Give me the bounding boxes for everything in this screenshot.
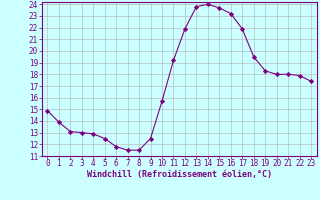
X-axis label: Windchill (Refroidissement éolien,°C): Windchill (Refroidissement éolien,°C)	[87, 170, 272, 179]
